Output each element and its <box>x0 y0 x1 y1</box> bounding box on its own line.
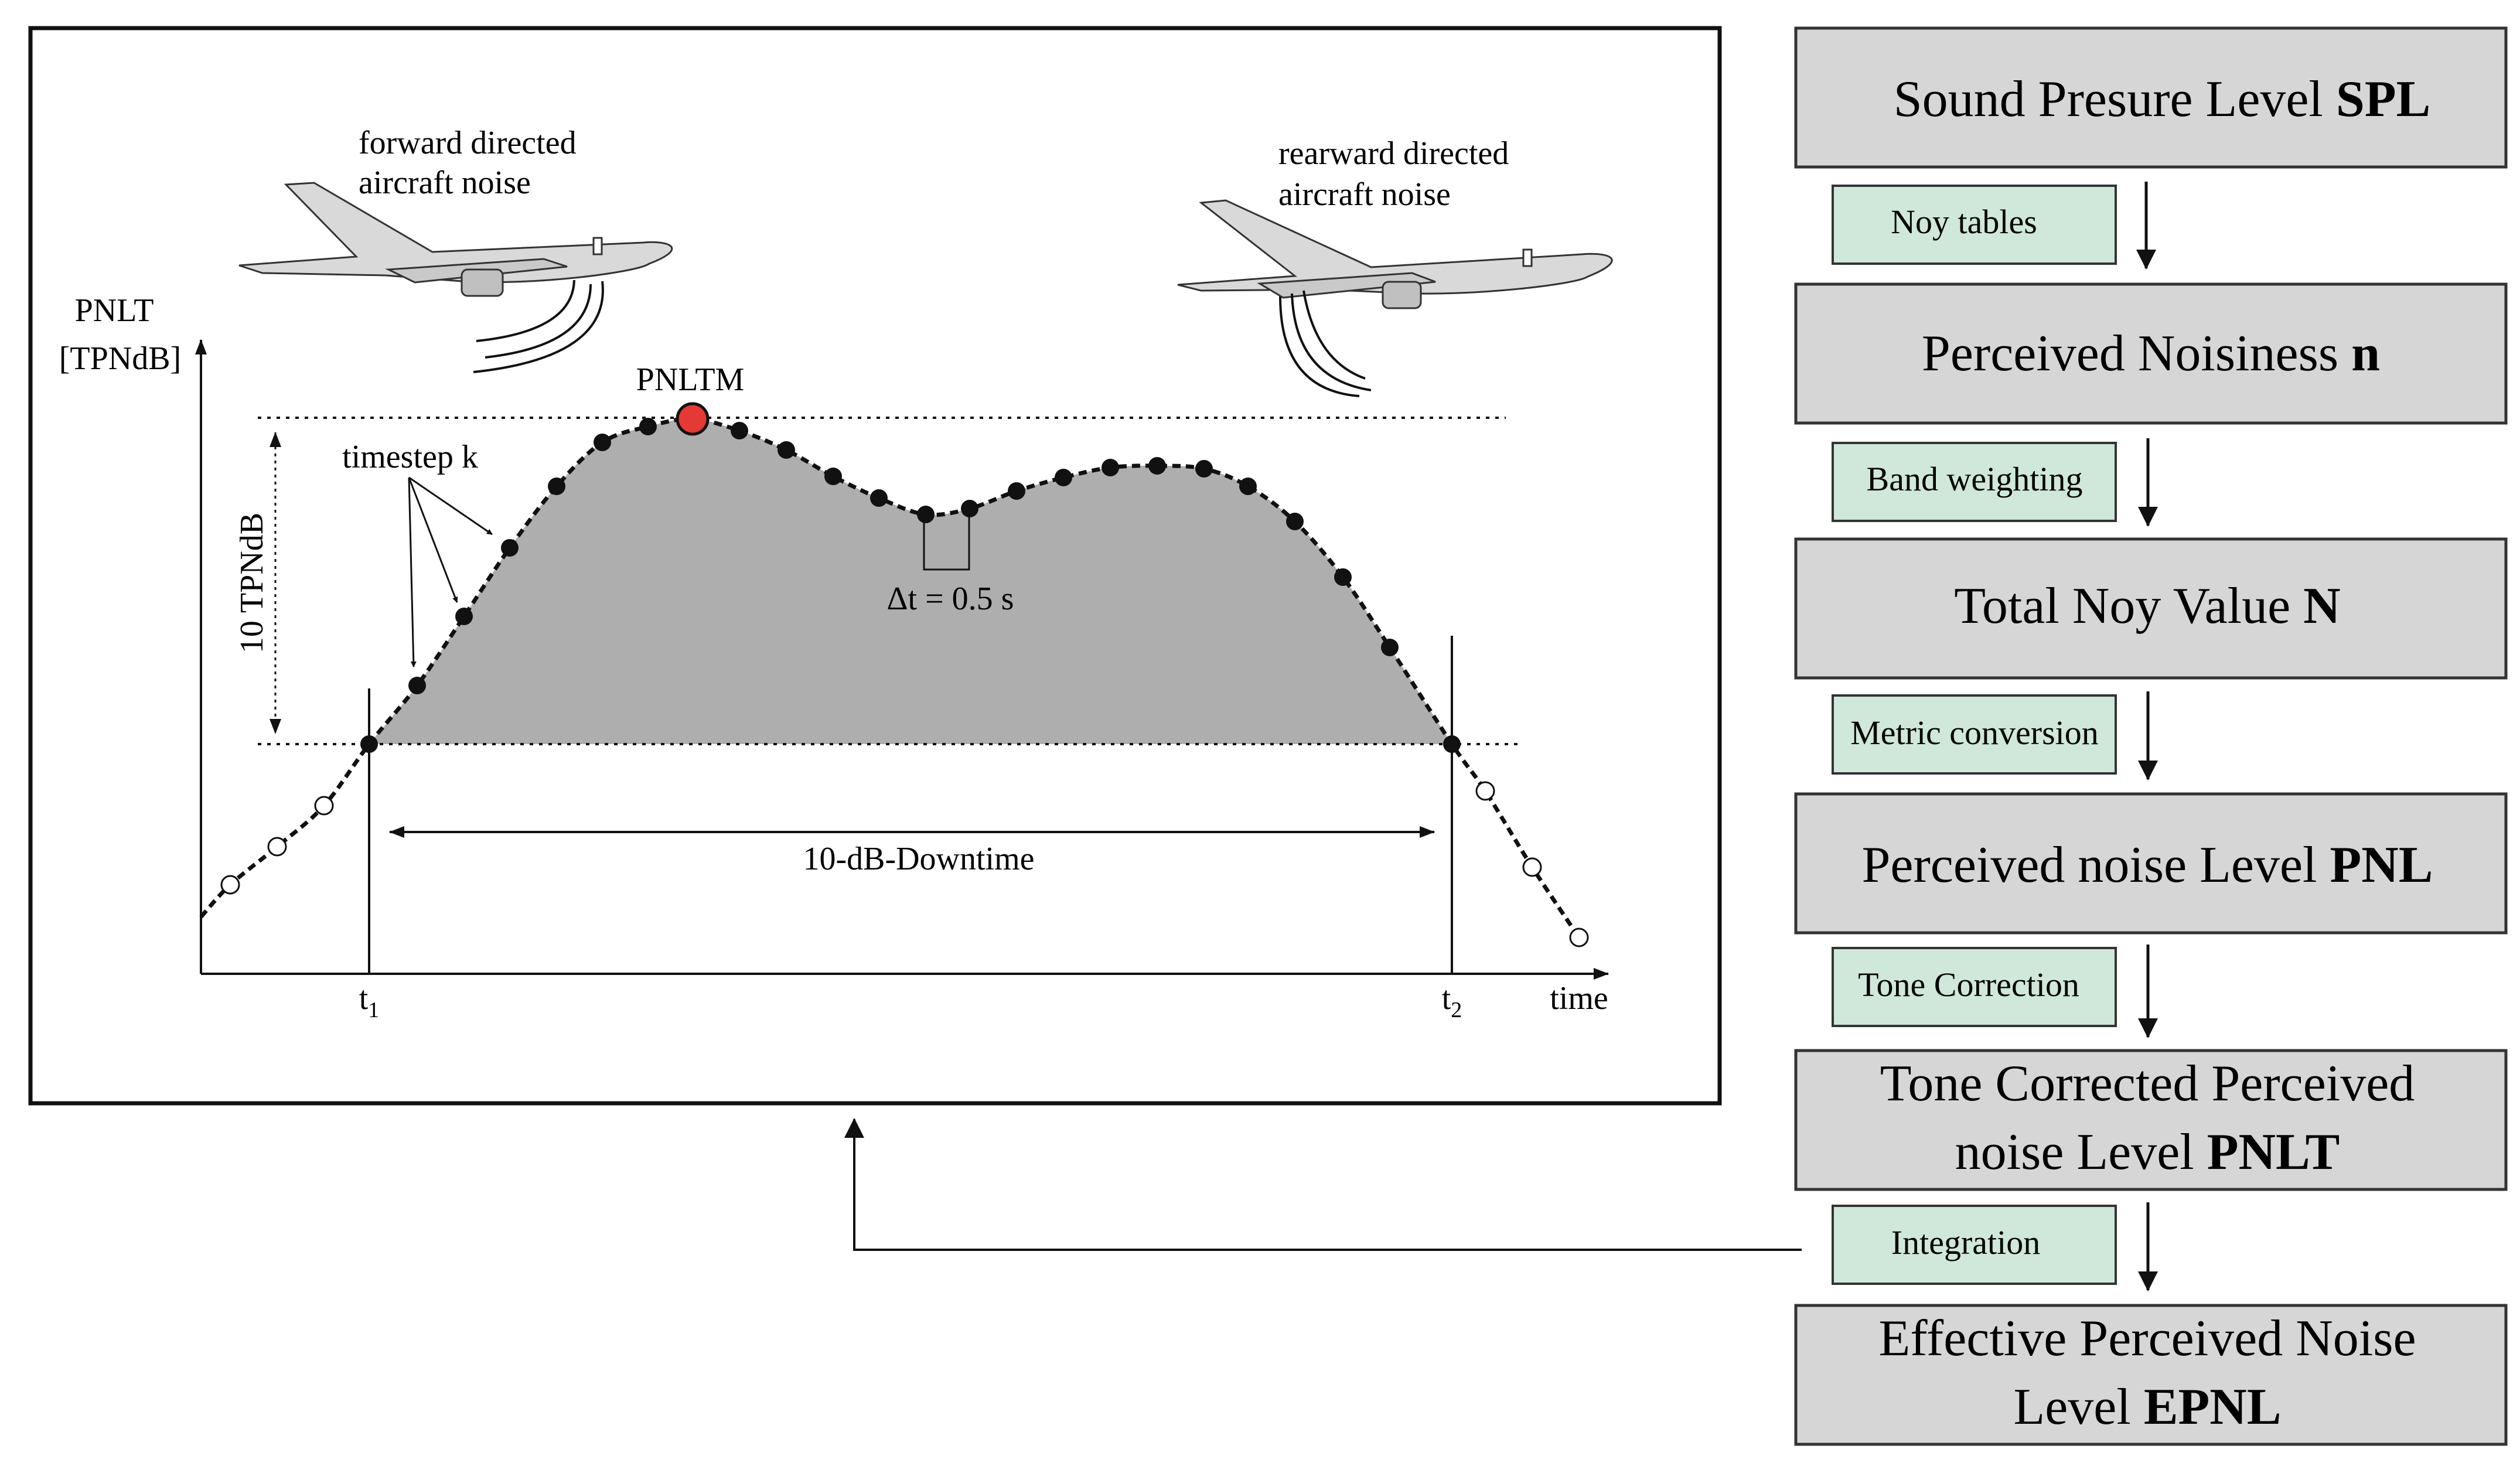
flow-box-n: Perceived Noisiness n <box>1794 282 2508 425</box>
svg-text:Band weighting: Band weighting <box>1867 460 2083 498</box>
flow-box-total-noy: Total Noy Value N <box>1794 537 2508 680</box>
timestep-points <box>220 418 1589 947</box>
dt-bracket <box>923 510 970 571</box>
timestep-point <box>824 468 842 485</box>
timestep-point <box>778 441 795 459</box>
pnltm-marker <box>676 402 710 436</box>
timestep-point <box>360 735 378 753</box>
dt-label: Δt = 0.5 s <box>887 581 1014 617</box>
t1-label: t1 <box>359 980 380 1022</box>
flow-box-pnl: Perceived noise Level PNL <box>1794 792 2508 935</box>
rearward-noise-label-line2: aircraft noise <box>1278 176 1451 213</box>
timestep-point-outside <box>1569 928 1589 947</box>
timestep-point <box>455 608 473 625</box>
timestep-point <box>1008 482 1025 500</box>
forward-noise-label-line2: aircraft noise <box>359 165 531 201</box>
svg-text:Effective Perceived Noise: Effective Perceived Noise <box>1878 1310 2416 1367</box>
timestep-point-outside <box>1475 781 1495 801</box>
svg-text:Level EPNL: Level EPNL <box>2013 1379 2281 1436</box>
timestep-arrow-2 <box>408 477 458 603</box>
timestep-point <box>961 500 978 517</box>
y-axis-label-line2: [TPNdB] <box>59 340 181 377</box>
aircraft-forward-icon <box>238 182 673 373</box>
timestep-point <box>1334 568 1352 586</box>
t2-label: t2 <box>1442 980 1462 1022</box>
timestep-point <box>1148 457 1166 475</box>
timestep-point <box>1055 469 1072 486</box>
timestep-arrow-3 <box>408 476 493 536</box>
pnltm-label: PNLTM <box>636 362 745 398</box>
forward-noise-label-line1: forward directed <box>359 125 577 161</box>
y-axis-label-line1: PNLT <box>75 292 154 329</box>
step-tone-correction: Tone Correction <box>1832 947 2117 1027</box>
timestep-point-outside <box>314 796 334 816</box>
step-band-weighting: Band weighting <box>1832 442 2117 522</box>
svg-text:noise Level PNLT: noise Level PNLT <box>1955 1124 2340 1181</box>
x-axis-label: time <box>1550 980 1608 1017</box>
ten-db-area <box>369 418 1452 744</box>
timestep-point <box>1443 735 1461 753</box>
svg-text:Perceived noise Level PNL: Perceived noise Level PNL <box>1861 837 2433 894</box>
ten-tpndb-label: 10 TPNdB <box>234 513 270 653</box>
svg-text:Total Noy Value N: Total Noy Value N <box>1954 578 2340 635</box>
svg-text:Tone Correction: Tone Correction <box>1858 966 2079 1004</box>
timestep-point <box>917 506 935 523</box>
aircraft-rearward-icon <box>1177 199 1613 397</box>
step-metric-conversion: Metric conversion <box>1832 694 2117 775</box>
timestep-point <box>870 489 888 507</box>
svg-text:Tone Corrected Perceived: Tone Corrected Perceived <box>1880 1055 2415 1112</box>
timestep-point <box>594 434 611 451</box>
timestep-point <box>639 418 657 435</box>
svg-text:Sound Presure Level SPL: Sound Presure Level SPL <box>1894 71 2431 128</box>
integration-feedback-arrow <box>844 1118 1802 1251</box>
svg-text:Integration: Integration <box>1891 1223 2040 1261</box>
timestep-point <box>548 478 565 495</box>
timestep-point-outside <box>1522 857 1542 877</box>
flow-box-spl: Sound Presure Level SPL <box>1794 26 2508 169</box>
svg-text:Perceived Noisiness n: Perceived Noisiness n <box>1922 325 2380 382</box>
step-noy-tables: Noy tables <box>1832 185 2117 265</box>
flow-box-pnlt: Tone Corrected Perceived noise Level PNL… <box>1794 1049 2508 1191</box>
timestep-point <box>1195 460 1213 478</box>
timestep-point <box>501 539 519 557</box>
timestep-point-outside <box>267 837 287 857</box>
timestep-arrow-1 <box>408 477 417 667</box>
svg-text:Metric conversion: Metric conversion <box>1850 714 2099 752</box>
step-integration: Integration <box>1832 1205 2117 1285</box>
svg-text:Noy tables: Noy tables <box>1891 203 2037 241</box>
timestep-point-outside <box>220 875 240 895</box>
downtime-label: 10-dB-Downtime <box>803 841 1034 877</box>
timestep-point <box>1381 639 1399 656</box>
flow-box-epnl: Effective Perceived Noise Level EPNL <box>1794 1304 2508 1446</box>
timestep-point <box>731 422 748 439</box>
timestep-point <box>1286 513 1304 530</box>
timestep-point <box>408 677 426 694</box>
timestep-point <box>1239 478 1257 495</box>
rearward-noise-label-line1: rearward directed <box>1278 135 1509 172</box>
timestep-point <box>1102 459 1119 476</box>
timestep-label: timestep k <box>342 439 478 475</box>
